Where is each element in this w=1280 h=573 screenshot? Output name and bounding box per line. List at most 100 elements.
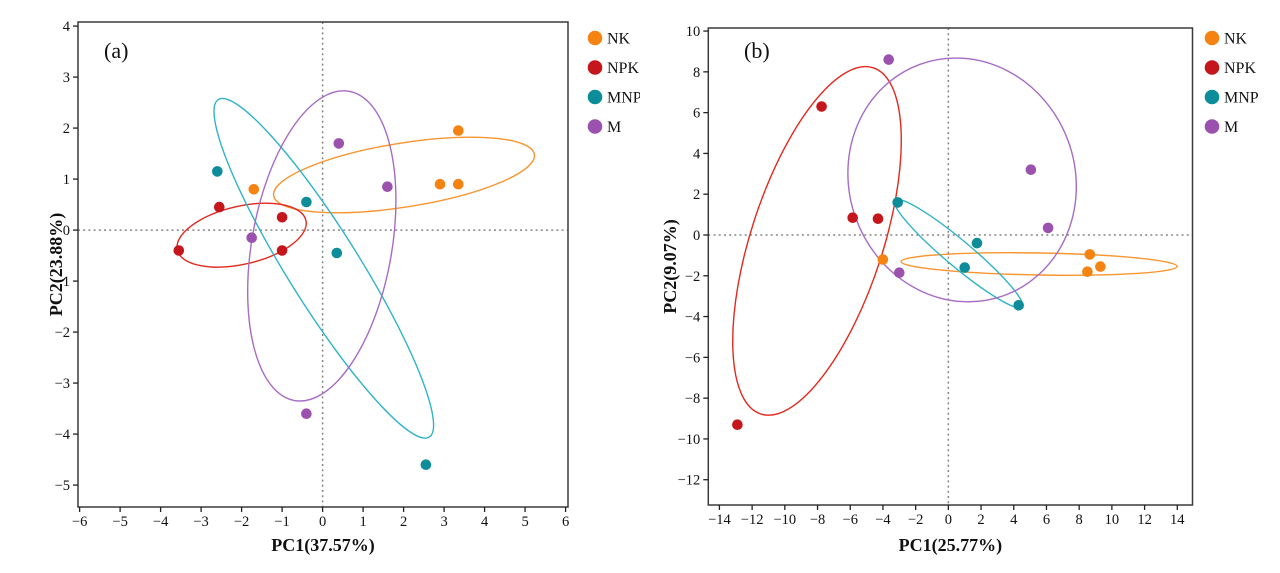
x-tick-label: 6 — [562, 514, 569, 530]
data-point-m — [382, 181, 393, 192]
x-tick-label: 2 — [977, 512, 984, 528]
data-point-mnp — [212, 166, 223, 177]
data-point-npk — [816, 101, 827, 112]
y-tick-label: 2 — [693, 187, 700, 203]
panel-label: (b) — [744, 38, 770, 63]
data-point-npk — [173, 245, 185, 256]
data-point-m — [333, 138, 345, 149]
data-point-nk — [453, 125, 464, 136]
x-tick-label: −4 — [153, 514, 169, 530]
x-tick-label: −2 — [234, 514, 249, 530]
x-axis-title: PC1(25.77%) — [899, 535, 1002, 556]
x-tick-label: −6 — [72, 514, 87, 530]
confidence-ellipse-npk — [176, 202, 307, 268]
y-tick-label: 6 — [693, 106, 700, 122]
x-tick-label: −4 — [875, 512, 891, 528]
data-point-m — [1025, 164, 1037, 175]
x-tick-label: 3 — [440, 514, 447, 530]
x-tick-label: −6 — [843, 512, 858, 528]
legend-marker-mnp — [1204, 89, 1220, 105]
y-tick-label: 4 — [63, 19, 71, 35]
x-tick-label: −2 — [908, 512, 923, 528]
legend-label-npk: NPK — [607, 60, 639, 77]
x-tick-label: −1 — [274, 514, 289, 530]
y-tick-label: 8 — [693, 65, 700, 81]
panel-label: (a) — [104, 38, 128, 63]
data-point-m — [246, 232, 257, 243]
legend-label-nk: NK — [607, 31, 631, 48]
y-tick-label: −2 — [55, 325, 70, 341]
pca-plot-a: −6 −5 −4 −3 −2 −1 0 1 2 3 4 5 6 4 3 2 1 0 −1 −2 −3 −4 −5 PC1(37… — [46, 19, 642, 556]
legend-marker-npk — [587, 60, 603, 75]
y-tick-label: 1 — [63, 172, 70, 188]
legend-label-npk: NPK — [1224, 60, 1256, 77]
x-tick-label: 4 — [1010, 512, 1018, 528]
data-point-nk — [434, 178, 446, 190]
confidence-ellipse-m — [847, 57, 1078, 303]
data-point-npk — [872, 213, 884, 224]
legend-label-nk: NK — [1224, 31, 1248, 48]
panel-a: −6 −5 −4 −3 −2 −1 0 1 2 3 4 5 6 4 3 2 1 0 −1 −2 −3 −4 −5 PC1(37… — [0, 0, 642, 568]
data-point-mnp — [1013, 300, 1024, 311]
data-point-nk — [453, 178, 464, 190]
y-tick-label: 2 — [63, 121, 70, 137]
x-tick-label: 10 — [1105, 512, 1120, 528]
legend-marker-nk — [1204, 30, 1220, 46]
legend-marker-npk — [1204, 60, 1220, 75]
y-tick-label: −8 — [685, 391, 700, 407]
x-tick-label: 2 — [400, 514, 407, 530]
data-point-mnp — [971, 237, 983, 249]
x-tick-label: −12 — [741, 512, 764, 528]
plot-frame — [707, 27, 1194, 506]
data-point-m — [1042, 222, 1054, 234]
y-tick-label: −2 — [685, 269, 700, 285]
data-point-npk — [276, 245, 288, 256]
confidence-ellipse-mnp — [213, 97, 435, 439]
x-tick-label: −14 — [708, 512, 731, 528]
y-tick-label: −4 — [55, 427, 71, 443]
y-tick-label: 4 — [693, 146, 701, 162]
data-point-npk — [847, 212, 858, 223]
x-tick-label: 0 — [319, 514, 326, 530]
data-point-mnp — [420, 459, 432, 471]
x-tick-label: 8 — [1076, 512, 1083, 528]
y-axis-title: PC2(9.07%) — [660, 219, 681, 313]
y-tick-label: 3 — [63, 70, 70, 86]
y-tick-label: −4 — [685, 310, 701, 326]
y-tick-label: 0 — [693, 228, 700, 244]
x-tick-label: 5 — [521, 514, 528, 530]
x-tick-label: −5 — [112, 514, 127, 530]
data-point-mnp — [301, 196, 312, 208]
data-point-m — [894, 267, 905, 279]
data-point-npk — [276, 212, 288, 223]
panel-b: −14 −12 −10 −8 −6 −4 −2 0 2 4 6 8 10 12 14 10 8 6 4 2 0 −2 −4 −… — [640, 0, 1280, 568]
y-tick-label: −1 — [55, 274, 70, 290]
x-tick-label: −8 — [810, 512, 825, 528]
x-tick-label: 12 — [1137, 512, 1152, 528]
data-point-m — [301, 408, 312, 420]
data-point-m — [883, 54, 894, 65]
data-point-nk — [1095, 261, 1106, 272]
y-tick-label: −10 — [678, 432, 701, 448]
legend-marker-m — [587, 119, 603, 134]
confidence-ellipse-nk — [272, 136, 536, 214]
data-point-mnp — [892, 197, 903, 208]
data-point-nk — [248, 184, 260, 195]
y-tick-label: 0 — [63, 223, 70, 239]
x-tick-label: 4 — [481, 514, 489, 530]
legend-marker-nk — [587, 30, 603, 46]
y-tick-label: −5 — [55, 478, 70, 494]
data-point-npk — [732, 419, 743, 431]
x-tick-label: −3 — [193, 514, 208, 530]
legend-label-mnp: MNP — [607, 90, 640, 107]
x-tick-label: −10 — [773, 512, 796, 528]
legend-label-m: M — [1224, 119, 1238, 136]
x-tick-label: 1 — [359, 514, 366, 530]
legend-label-m: M — [607, 119, 621, 136]
legend-label-mnp: MNP — [1224, 90, 1259, 107]
x-axis-title: PC1(37.57%) — [271, 535, 374, 556]
y-tick-label: 10 — [686, 24, 701, 40]
legend-marker-mnp — [587, 89, 603, 105]
data-point-npk — [214, 201, 225, 213]
